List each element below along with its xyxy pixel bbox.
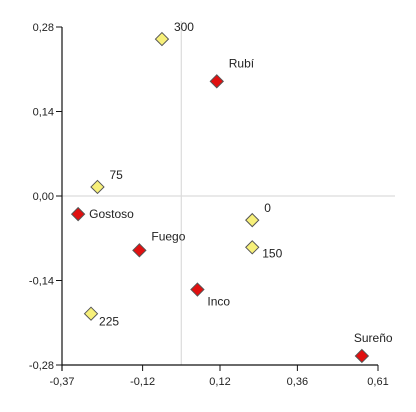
point-marker — [354, 348, 370, 364]
y-tick-label: 0,00 — [33, 191, 54, 203]
point-marker — [245, 240, 260, 255]
point-marker — [70, 206, 86, 222]
point-marker — [190, 282, 205, 297]
point-label: Fuego — [151, 229, 185, 243]
x-tick-label: -0,37 — [49, 376, 74, 388]
data-points: Rubí Gostoso Fuego Inco Sureño 300 75 0 150 225 — [70, 20, 393, 364]
point-label: 225 — [99, 315, 119, 329]
point-marker — [90, 179, 105, 195]
point-marker — [132, 243, 147, 258]
point-marker — [245, 212, 260, 228]
point-label: Sureño — [354, 331, 393, 345]
y-tick-label: -0,28 — [29, 360, 54, 372]
point-label: Inco — [207, 295, 230, 309]
point-label: 0 — [264, 201, 271, 215]
point-label: 300 — [174, 20, 194, 34]
tick-labels: 0,28 0,14 0,00 -0,14 -0,28 -0,37 -0,12 0,12 0,36… — [29, 22, 389, 388]
x-tick-label: 0,12 — [209, 376, 230, 388]
point-marker — [154, 31, 170, 47]
x-tick-label: 0,36 — [287, 376, 308, 388]
point-label: 150 — [262, 246, 282, 260]
x-tick-label: 0,61 — [367, 376, 388, 388]
y-tick-label: 0,28 — [33, 22, 54, 34]
y-tick-label: 0,14 — [33, 107, 54, 119]
x-tick-label: -0,12 — [130, 376, 155, 388]
point-label: Rubí — [229, 56, 255, 70]
point-marker — [83, 306, 99, 321]
point-label: 75 — [109, 168, 123, 182]
point-marker — [209, 74, 224, 89]
reference-lines — [62, 21, 395, 365]
y-tick-label: -0,14 — [29, 276, 54, 288]
axes — [56, 26, 379, 371]
point-label: Gostoso — [89, 207, 134, 221]
